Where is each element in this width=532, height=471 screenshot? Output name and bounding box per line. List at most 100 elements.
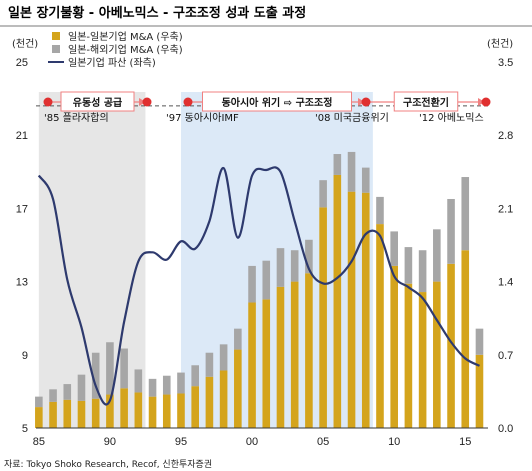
bar-overseas-1986	[49, 389, 57, 402]
bar-overseas-1989	[91, 352, 100, 399]
bar-domestic-2014	[447, 263, 455, 428]
bar-domestic-1989	[91, 398, 100, 428]
period-annotations: 유동성 공급 동아시아 위기 ⇨ 구조조정 구조전환기 '85 플라자합의 '97 동아…	[43, 91, 491, 124]
bar-overseas-2014	[447, 198, 455, 264]
chart-title: 일본 장기불황 - 아베노믹스 - 구조조정 성과 도출 과정	[8, 5, 306, 21]
period-marker-dot-0	[43, 97, 53, 107]
bar-overseas-1995	[177, 372, 185, 394]
bar-overseas-2010	[390, 231, 398, 266]
period-marker-dot-3	[361, 97, 371, 107]
period-marker-dot-2	[183, 97, 193, 107]
legend-label-2: 일본기업 파산 (좌측)	[68, 56, 156, 69]
bar-domestic-2000	[248, 302, 256, 428]
y-right-tick-0: 0.0	[498, 423, 513, 435]
period-marker-dot-4	[481, 97, 491, 107]
bar-domestic-2013	[433, 281, 441, 428]
bar-domestic-1997	[205, 376, 214, 428]
bar-overseas-1987	[63, 384, 72, 400]
bar-overseas-1998	[219, 344, 228, 371]
y-left-tick-1: 9	[22, 350, 28, 362]
source-note: 자료: Tokyo Shoko Research, Recof, 신한투자증권	[4, 458, 212, 470]
bar-domestic-1991	[120, 388, 128, 428]
bar-domestic-2009	[376, 224, 384, 428]
x-tick-1: 90	[104, 436, 116, 448]
bar-domestic-1998	[219, 370, 228, 428]
bar-overseas-2016	[475, 328, 484, 355]
x-tick-4: 05	[317, 436, 329, 448]
bar-overseas-1996	[191, 365, 199, 387]
bar-overseas-2011	[404, 247, 413, 284]
bar-domestic-1985	[35, 407, 43, 428]
x-tick-5: 10	[388, 436, 400, 448]
bar-overseas-1993	[148, 378, 157, 397]
y-left-tick-0: 5	[22, 423, 28, 435]
legend-swatch-0	[52, 32, 60, 40]
bar-domestic-1993	[148, 396, 157, 428]
bars	[35, 151, 484, 428]
bar-overseas-2008	[361, 167, 370, 193]
bar-domestic-1988	[77, 400, 86, 428]
line-series	[37, 166, 480, 406]
y-right-tick-3: 2.1	[498, 203, 513, 215]
bar-overseas-2015	[461, 177, 470, 251]
bar-domestic-2002	[276, 286, 285, 428]
period-event-label-2: '08 미국금융위기	[315, 111, 389, 124]
bar-domestic-2012	[418, 292, 427, 428]
bar-overseas-2007	[347, 151, 356, 192]
legend: 일본-일본기업 M&A (우축)일본-해외기업 M&A (우축)일본기업 파산 …	[48, 30, 183, 69]
bar-overseas-2000	[248, 265, 256, 303]
period-label-0: 유동성 공급	[73, 96, 122, 109]
bar-domestic-2015	[461, 250, 470, 428]
y-left-tick-3: 17	[16, 203, 28, 215]
bar-domestic-2004	[305, 273, 313, 428]
bar-overseas-1999	[234, 328, 242, 350]
legend-swatch-1	[52, 45, 60, 53]
bar-domestic-1987	[63, 399, 72, 428]
bar-domestic-2016	[475, 354, 484, 428]
right-unit-label: (천건)	[487, 38, 513, 50]
bar-overseas-1985	[35, 396, 43, 408]
bar-domestic-1990	[106, 394, 114, 428]
period-event-label-1: '97 동아시아IMF	[166, 112, 239, 124]
x-tick-6: 15	[459, 436, 471, 448]
bar-domestic-2006	[333, 174, 342, 428]
x-tick-0: 85	[33, 436, 45, 448]
bar-overseas-1997	[205, 352, 214, 377]
period-label-box-0	[60, 91, 135, 112]
y-right-tick-4: 2.8	[498, 130, 513, 142]
period-label-2: 구조전환기	[403, 96, 449, 109]
bar-domestic-1996	[191, 386, 199, 428]
x-tick-3: 00	[246, 436, 258, 448]
y-right-tick-2: 1.4	[498, 277, 513, 289]
x-tick-2: 95	[175, 436, 187, 448]
legend-label-1: 일본-해외기업 M&A (우축)	[68, 43, 183, 56]
bar-domestic-1999	[234, 349, 242, 428]
bar-domestic-2003	[290, 281, 299, 428]
bar-domestic-2005	[319, 207, 327, 428]
period-marker-dot-1	[142, 97, 152, 107]
bar-overseas-2009	[376, 196, 384, 225]
period-event-label-0: '85 플라자합의	[44, 112, 109, 124]
bar-overseas-2003	[290, 250, 299, 282]
y-left-tick-4: 21	[16, 130, 28, 142]
period-event-label-3: '12 아베노믹스	[419, 112, 484, 124]
y-left-tick-5: 25	[16, 57, 28, 69]
bar-overseas-1990	[106, 342, 114, 395]
bar-overseas-2012	[418, 250, 427, 293]
bar-domestic-1992	[134, 392, 143, 428]
bar-overseas-1992	[134, 369, 143, 393]
bar-overseas-1988	[77, 374, 86, 401]
bar-domestic-2001	[262, 299, 271, 428]
left-unit-label: (천건)	[12, 38, 38, 50]
y-right-tick-5: 3.5	[498, 57, 513, 69]
bar-domestic-1995	[177, 393, 185, 428]
period-label-1: 동아시아 위기 ⇨ 구조조정	[222, 96, 333, 109]
bar-overseas-2006	[333, 154, 342, 175]
bar-overseas-2004	[305, 239, 313, 274]
y-left-tick-2: 13	[16, 277, 28, 289]
y-right-tick-1: 0.7	[498, 350, 513, 362]
bar-overseas-1994	[162, 375, 171, 395]
bar-domestic-1994	[162, 394, 171, 428]
legend-label-0: 일본-일본기업 M&A (우축)	[68, 30, 183, 43]
bar-domestic-2007	[347, 191, 356, 428]
